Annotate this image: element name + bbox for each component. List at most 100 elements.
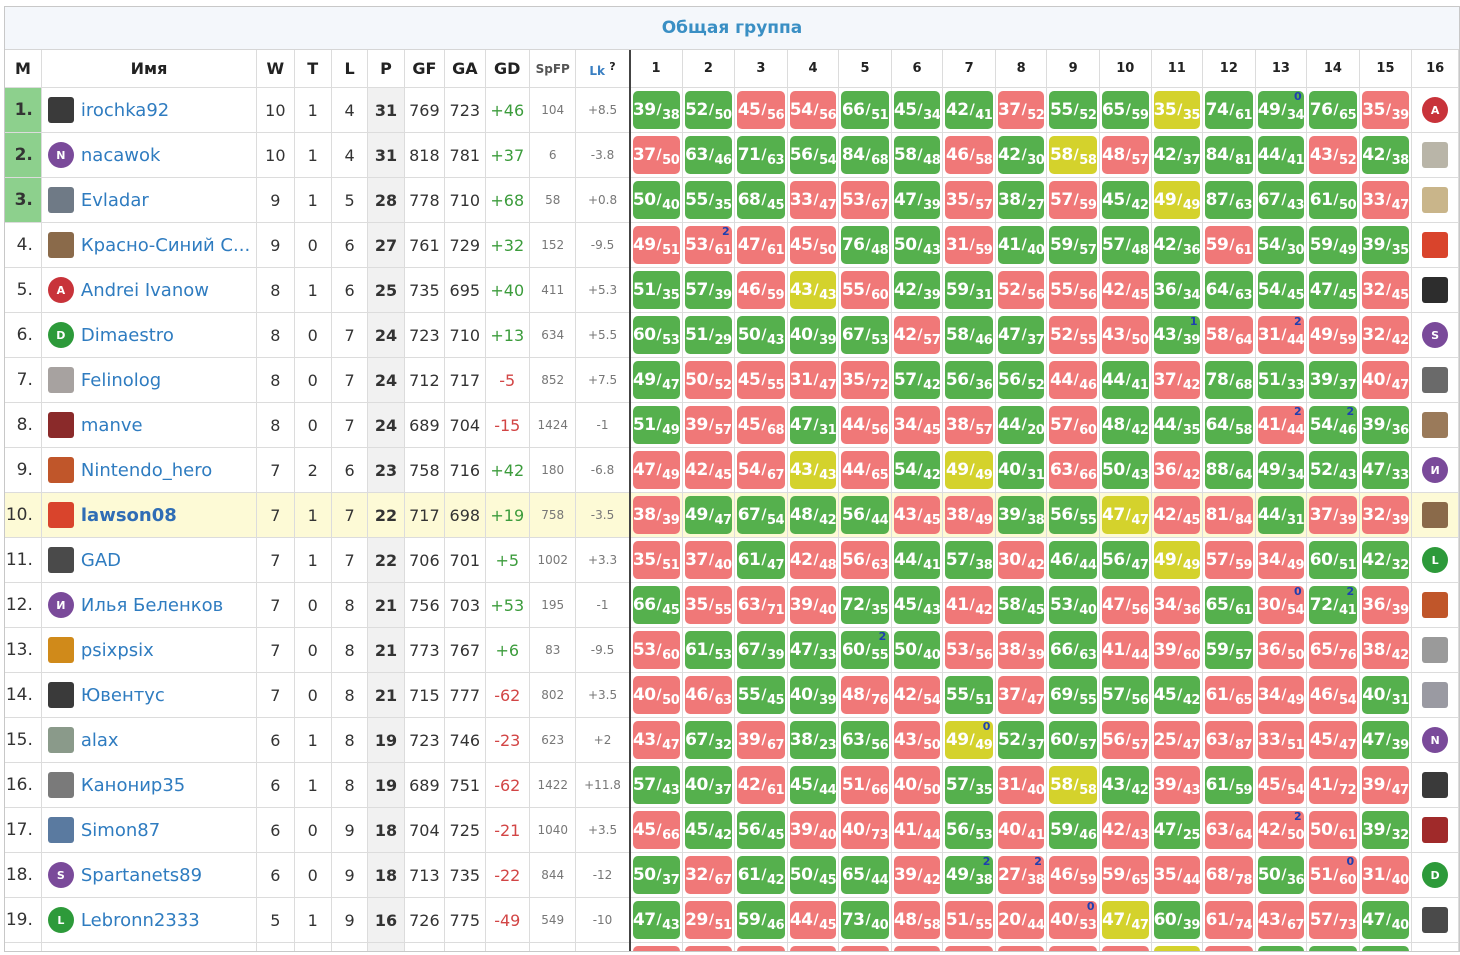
match-cell[interactable]: 45/58 [995,942,1048,951]
player-cell[interactable]: D Dimaestro [41,312,258,358]
match-score[interactable]: 32/42 [1361,316,1410,354]
match-score[interactable]: 53/60 [632,631,680,669]
player-cell[interactable]: И Илья Беленков [41,582,258,628]
match-score[interactable]: 50/52 [684,361,733,399]
match-score[interactable]: 48/76 [841,676,889,714]
match-cell[interactable]: 42/50 2 [1255,807,1308,853]
col-header-gf[interactable]: GF [404,50,446,88]
player-name-link[interactable]: lawson08 [80,504,177,526]
match-cell[interactable]: 49/34 0 [1255,87,1308,133]
match-cell[interactable]: 45/43 [891,582,944,628]
match-score[interactable]: 56/52 [997,361,1045,399]
match-score[interactable]: 50/43 [1101,451,1149,489]
match-score[interactable]: 60/57 [1049,721,1097,759]
match-score[interactable]: 37/47 [997,676,1045,714]
player-name-link[interactable]: Felinolog [80,369,162,391]
opponent-16-cell[interactable] [1411,672,1459,718]
avatar[interactable] [47,772,74,798]
match-cell[interactable]: 40/31 [1359,672,1413,718]
match-cell[interactable]: 65/61 [1202,582,1256,628]
match-cell[interactable]: 42/37 [1151,132,1204,178]
opponent-16-cell[interactable]: D [1411,852,1459,898]
match-cell[interactable]: 54/42 [891,447,944,493]
match-cell[interactable]: 37/50 [629,132,683,178]
match-score[interactable]: 67/32 [684,721,733,759]
match-score[interactable]: 39/43 [1153,766,1200,804]
match-score[interactable]: 34/49 [1257,541,1305,579]
match-cell[interactable]: 52/37 [995,717,1048,763]
match-cell[interactable]: 35/35 [1151,942,1204,951]
match-score[interactable]: 76/48 [841,226,889,264]
match-score[interactable]: 61/65 [1205,676,1253,714]
match-score[interactable]: 56/44 [841,496,889,534]
match-cell[interactable]: 60/57 [1046,717,1100,763]
match-cell[interactable]: 35/72 [838,357,892,403]
avatar[interactable] [47,637,74,663]
match-cell[interactable]: 34/49 [1255,537,1308,583]
match-cell[interactable]: 39/37 [1306,357,1360,403]
opponent-16-cell[interactable] [1411,627,1459,673]
match-score[interactable]: 66/51 [841,91,889,129]
match-score[interactable]: 33/51 [1257,721,1305,759]
match-cell[interactable]: 45/42 [1151,672,1204,718]
match-cell[interactable]: 45/42 [1099,177,1152,223]
match-score[interactable]: 59/49 [1309,226,1357,264]
match-cell[interactable]: 73/40 [838,897,892,943]
match-score[interactable]: 45/42 [684,811,733,849]
match-score[interactable]: 42/48 [1101,946,1149,951]
match-cell[interactable]: 20/44 [995,897,1048,943]
match-score[interactable]: 67/53 [841,316,889,354]
match-score[interactable]: 39/47 [893,946,941,951]
match-score[interactable]: 56/36 [945,361,993,399]
match-cell[interactable]: 42/39 [891,267,944,313]
match-cell[interactable]: 53/67 [838,177,892,223]
match-cell[interactable]: 35/51 [629,537,683,583]
match-cell[interactable]: 52/55 [1046,312,1100,358]
match-cell[interactable]: 33/51 [1255,717,1308,763]
match-cell[interactable]: 48/57 [1099,132,1152,178]
match-score[interactable]: 36/34 [1153,271,1200,309]
player-name-link[interactable]: Lebronn2333 [80,909,200,931]
col-header-gd[interactable]: GD [485,50,531,88]
match-score[interactable]: 39/67 [737,721,785,759]
col-header-opponent-16[interactable]: 16 [1411,50,1459,88]
match-cell[interactable]: 56/47 [1099,537,1152,583]
avatar[interactable] [47,727,74,753]
match-cell[interactable]: 35/57 [942,177,996,223]
match-score[interactable]: 36/50 [1257,631,1305,669]
player-cell[interactable]: Nintendo_hero [41,447,258,493]
match-score[interactable]: 52/50 [684,91,733,129]
match-cell[interactable]: 31/59 [942,222,996,268]
player-name-link[interactable]: Ювентус [80,684,165,706]
match-cell[interactable]: 35/44 [1151,852,1204,898]
match-cell[interactable]: 57/42 [891,357,944,403]
match-score[interactable]: 44/41 [1257,136,1305,174]
opponent-16-cell[interactable] [1411,762,1459,808]
match-cell[interactable]: 52/43 [1306,447,1360,493]
match-score[interactable]: 57/38 [945,541,993,579]
match-score[interactable]: 43/50 [893,721,941,759]
match-score[interactable]: 51/35 [632,271,680,309]
match-cell[interactable]: 76/48 [838,222,892,268]
match-cell[interactable]: 63/87 [1202,717,1256,763]
match-cell[interactable]: 58/58 [1046,762,1100,808]
match-cell[interactable]: 34/36 [1151,582,1204,628]
avatar[interactable] [47,232,74,258]
match-score[interactable]: 38/57 [945,406,993,444]
match-cell[interactable]: 36/42 [1151,447,1204,493]
match-cell[interactable]: 40/47 [1359,357,1413,403]
match-score[interactable]: 47/43 [632,901,680,939]
match-score[interactable]: 63/56 [841,721,889,759]
match-score[interactable]: 40/50 [632,676,680,714]
match-score[interactable]: 31/44 2 [1257,315,1305,354]
match-cell[interactable]: 66/63 [1046,627,1100,673]
opponent-avatar[interactable]: И [1422,457,1449,483]
opponent-16-cell[interactable]: A [1411,87,1459,133]
match-cell[interactable]: 55/56 [1046,267,1100,313]
match-score[interactable]: 56/63 [841,541,889,579]
match-cell[interactable]: 44/46 [1046,357,1100,403]
match-cell[interactable]: 32/42 [1359,312,1413,358]
match-score[interactable]: 47/25 [1153,811,1200,849]
match-score[interactable]: 63/66 [1049,451,1097,489]
match-cell[interactable]: 47/47 [1099,897,1152,943]
